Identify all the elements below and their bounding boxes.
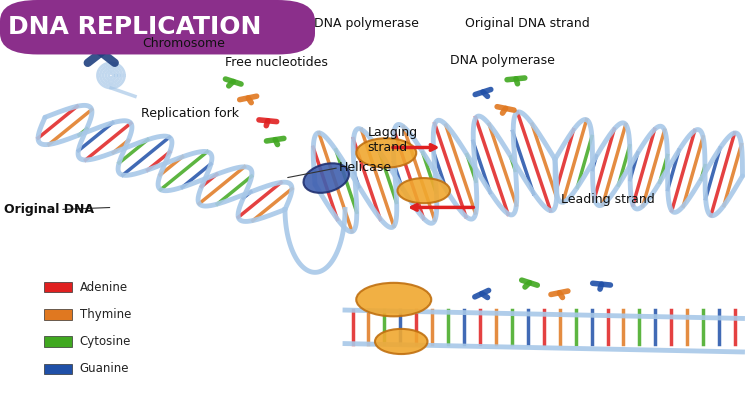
Text: Cytosine: Cytosine [80,335,130,348]
Text: Lagging
strand: Lagging strand [368,127,418,154]
Text: Leading strand: Leading strand [561,192,655,206]
Text: Chromosome: Chromosome [142,37,225,51]
Ellipse shape [398,178,450,203]
Text: Guanine: Guanine [80,362,129,375]
Text: Original DNA: Original DNA [4,203,94,216]
FancyBboxPatch shape [44,282,72,292]
Ellipse shape [356,138,416,168]
Ellipse shape [304,163,349,193]
FancyBboxPatch shape [44,364,72,374]
Text: Original DNA strand: Original DNA strand [465,16,590,30]
Ellipse shape [356,283,431,316]
FancyBboxPatch shape [44,309,72,320]
Text: Replication fork: Replication fork [141,106,239,120]
Text: DNA polymerase: DNA polymerase [450,54,555,67]
FancyBboxPatch shape [44,336,72,347]
Text: Helicase: Helicase [339,161,392,174]
FancyBboxPatch shape [0,0,315,54]
Text: DNA polymerase: DNA polymerase [314,16,419,30]
Text: Free nucleotides: Free nucleotides [225,56,328,70]
Text: Adenine: Adenine [80,280,128,294]
Text: DNA REPLICATION: DNA REPLICATION [8,15,261,39]
Ellipse shape [375,329,427,354]
Text: Thymine: Thymine [80,308,130,321]
